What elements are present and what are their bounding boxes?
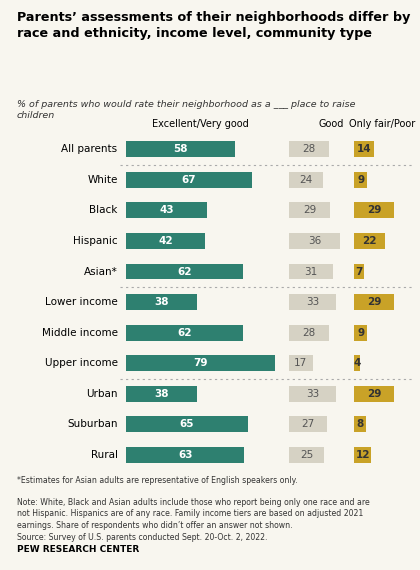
- Text: Middle income: Middle income: [42, 328, 118, 337]
- Text: 67: 67: [182, 175, 196, 185]
- Text: % of parents who would rate their neighborhood as a ___ place to raise
children: % of parents who would rate their neighb…: [17, 100, 355, 120]
- Bar: [289, 325, 329, 341]
- Text: 38: 38: [155, 389, 169, 399]
- Text: 7: 7: [356, 267, 363, 276]
- Text: Parents’ assessments of their neighborhoods differ by
race and ethnicity, income: Parents’ assessments of their neighborho…: [17, 11, 410, 40]
- Text: 9: 9: [357, 175, 364, 185]
- Bar: [354, 141, 374, 157]
- Text: 28: 28: [302, 144, 315, 154]
- Bar: [354, 202, 394, 218]
- Text: Black: Black: [89, 205, 118, 215]
- Text: 4: 4: [354, 359, 361, 368]
- Text: Urban: Urban: [86, 389, 118, 399]
- Text: 12: 12: [355, 450, 370, 460]
- Bar: [126, 233, 205, 249]
- Text: 42: 42: [158, 236, 173, 246]
- Bar: [289, 355, 313, 371]
- Text: 58: 58: [173, 144, 188, 154]
- Text: Suburban: Suburban: [67, 420, 118, 429]
- Text: Good: Good: [319, 119, 344, 129]
- Text: Lower income: Lower income: [45, 297, 118, 307]
- Bar: [126, 294, 197, 310]
- Text: 14: 14: [357, 144, 371, 154]
- Bar: [289, 141, 329, 157]
- Text: 27: 27: [302, 420, 315, 429]
- Text: 8: 8: [357, 420, 364, 429]
- Bar: [354, 386, 394, 402]
- Bar: [289, 386, 336, 402]
- Text: 22: 22: [362, 236, 377, 246]
- Bar: [354, 263, 364, 279]
- Text: 62: 62: [177, 328, 192, 337]
- Bar: [126, 355, 275, 371]
- Text: Only fair/Poor: Only fair/Poor: [349, 119, 415, 129]
- Text: 43: 43: [159, 205, 174, 215]
- Text: White: White: [87, 175, 118, 185]
- Text: 25: 25: [300, 450, 313, 460]
- Bar: [126, 417, 248, 432]
- Bar: [289, 233, 340, 249]
- Text: 9: 9: [357, 328, 364, 337]
- Text: Asian*: Asian*: [84, 267, 118, 276]
- Text: Rural: Rural: [91, 450, 118, 460]
- Text: 17: 17: [294, 359, 307, 368]
- Text: 24: 24: [299, 175, 312, 185]
- Text: 79: 79: [193, 359, 207, 368]
- Bar: [354, 447, 371, 463]
- Text: Excellent/Very good: Excellent/Very good: [152, 119, 249, 129]
- Bar: [126, 386, 197, 402]
- Text: *Estimates for Asian adults are representative of English speakers only.: *Estimates for Asian adults are represen…: [17, 476, 297, 485]
- Text: All parents: All parents: [61, 144, 118, 154]
- Text: 31: 31: [304, 267, 318, 276]
- Bar: [354, 325, 367, 341]
- Bar: [289, 447, 325, 463]
- Text: 33: 33: [306, 297, 319, 307]
- Text: PEW RESEARCH CENTER: PEW RESEARCH CENTER: [17, 545, 139, 554]
- Bar: [354, 294, 394, 310]
- Text: 38: 38: [155, 297, 169, 307]
- Text: 65: 65: [180, 420, 194, 429]
- Text: 33: 33: [306, 389, 319, 399]
- Bar: [289, 202, 330, 218]
- Bar: [126, 202, 207, 218]
- Bar: [126, 325, 243, 341]
- Text: Note: White, Black and Asian adults include those who report being only one race: Note: White, Black and Asian adults incl…: [17, 498, 370, 542]
- Bar: [289, 294, 336, 310]
- Text: 29: 29: [367, 205, 382, 215]
- Bar: [354, 172, 367, 188]
- Bar: [126, 172, 252, 188]
- Text: 63: 63: [178, 450, 192, 460]
- Bar: [354, 355, 360, 371]
- Text: 36: 36: [308, 236, 321, 246]
- Text: 62: 62: [177, 267, 192, 276]
- Text: 29: 29: [367, 297, 382, 307]
- Bar: [289, 263, 333, 279]
- Bar: [289, 172, 323, 188]
- Text: Upper income: Upper income: [45, 359, 118, 368]
- Text: Hispanic: Hispanic: [73, 236, 118, 246]
- Bar: [354, 417, 365, 432]
- Text: 29: 29: [367, 389, 382, 399]
- Bar: [289, 417, 327, 432]
- Bar: [126, 141, 235, 157]
- Text: 29: 29: [303, 205, 316, 215]
- Bar: [126, 263, 243, 279]
- Text: 28: 28: [302, 328, 315, 337]
- Bar: [126, 447, 244, 463]
- Bar: [354, 233, 385, 249]
